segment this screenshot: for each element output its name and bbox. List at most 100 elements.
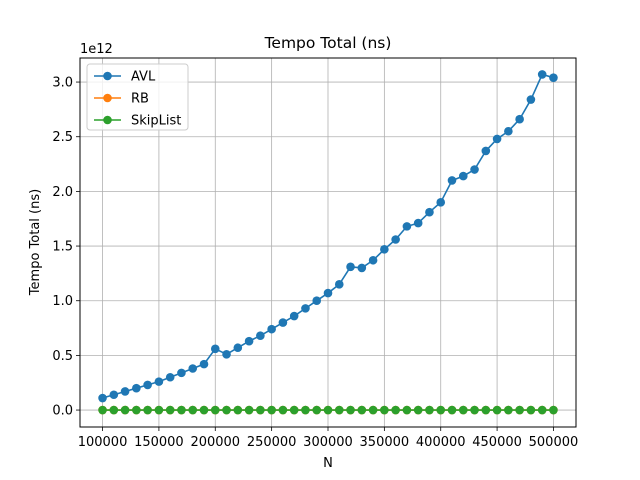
data-point-skiplist [199, 405, 209, 415]
y-axis-offset-label: 1e12 [80, 42, 113, 57]
data-point-skiplist [402, 405, 412, 415]
data-point-avl [120, 387, 130, 396]
series-avl [98, 70, 558, 403]
data-point-skiplist [120, 405, 130, 415]
data-point-avl [549, 73, 558, 82]
data-point-skiplist [98, 405, 107, 415]
data-point-skiplist [515, 405, 524, 415]
data-point-avl [323, 288, 333, 298]
data-point-avl [199, 359, 209, 369]
data-point-avl [368, 255, 378, 265]
data-point-avl [301, 304, 310, 313]
data-point-avl [413, 218, 423, 228]
data-point-skiplist [301, 405, 310, 415]
data-point-skiplist [233, 405, 243, 415]
legend-marker-rb [103, 93, 112, 103]
y-tick-label: 1.5 [52, 240, 73, 255]
data-point-avl [357, 263, 367, 273]
data-point-skiplist [278, 405, 288, 415]
data-point-avl [436, 198, 446, 207]
data-point-avl [132, 383, 141, 393]
data-point-avl [504, 126, 513, 136]
x-tick-label: 450000 [472, 435, 522, 450]
legend: AVL RB SkipList [86, 63, 189, 131]
legend-marker-skiplist [103, 115, 112, 125]
data-point-avl [278, 318, 288, 327]
data-point-skiplist [109, 405, 119, 415]
data-point-avl [526, 95, 536, 104]
data-point-skiplist [504, 405, 513, 415]
data-point-skiplist [165, 405, 175, 415]
data-point-skiplist [210, 405, 220, 415]
data-point-skiplist [154, 405, 164, 415]
y-axis-label: Tempo Total (ns) [28, 189, 43, 296]
legend-marker-avl [103, 71, 112, 81]
data-point-avl [210, 344, 220, 354]
y-tick-label: 2.5 [52, 130, 73, 145]
data-point-skiplist [323, 405, 333, 415]
y-tick-label: 0.5 [52, 349, 73, 364]
series-layer [98, 70, 558, 415]
data-point-skiplist [470, 405, 479, 415]
data-point-avl [188, 364, 198, 373]
y-tick-label: 3.0 [52, 76, 73, 91]
data-point-skiplist [132, 405, 141, 415]
x-tick-label: 250000 [247, 435, 297, 450]
legend-label-rb: RB [131, 92, 149, 107]
data-point-avl [154, 377, 164, 386]
y-tick-label: 0.0 [52, 404, 73, 419]
data-point-avl [447, 176, 457, 185]
x-tick-label: 300000 [303, 435, 353, 450]
data-point-avl [481, 146, 491, 156]
data-point-skiplist [537, 405, 547, 415]
data-point-avl [267, 324, 276, 334]
legend-label-avl: AVL [131, 70, 156, 85]
data-point-skiplist [244, 405, 254, 415]
data-point-skiplist [222, 405, 231, 415]
data-point-skiplist [425, 405, 434, 415]
data-point-avl [143, 380, 152, 390]
data-point-skiplist [256, 405, 265, 415]
data-point-skiplist [312, 405, 322, 415]
data-point-skiplist [458, 405, 468, 415]
data-point-skiplist [380, 405, 389, 415]
data-point-avl [470, 165, 479, 174]
data-point-skiplist [334, 405, 344, 415]
data-point-avl [289, 311, 299, 321]
data-point-avl [244, 336, 254, 346]
data-point-avl [334, 280, 344, 289]
x-tick-label: 200000 [190, 435, 240, 450]
data-point-skiplist [143, 405, 152, 415]
data-point-avl [346, 262, 355, 272]
data-point-skiplist [549, 405, 558, 415]
data-point-skiplist [346, 405, 355, 415]
data-point-skiplist [289, 405, 299, 415]
data-point-avl [222, 349, 231, 359]
data-point-avl [233, 343, 243, 353]
x-tick-label: 150000 [134, 435, 184, 450]
data-point-skiplist [188, 405, 198, 415]
data-point-avl [312, 296, 322, 306]
data-point-avl [177, 368, 186, 378]
legend-box [86, 63, 189, 131]
data-point-skiplist [492, 405, 502, 415]
data-point-skiplist [526, 405, 536, 415]
data-point-skiplist [447, 405, 457, 415]
y-tick-label: 1.0 [52, 294, 73, 309]
data-point-skiplist [413, 405, 423, 415]
x-tick-label: 350000 [360, 435, 410, 450]
legend-label-skiplist: SkipList [131, 114, 181, 129]
data-point-skiplist [481, 405, 491, 415]
data-point-avl [256, 331, 265, 341]
chart-title: Tempo Total (ns) [264, 34, 392, 52]
y-tick-label: 2.0 [52, 185, 73, 200]
data-point-avl [391, 235, 400, 244]
x-tick-label: 400000 [416, 435, 466, 450]
data-point-avl [515, 114, 524, 124]
x-axis-label: N [323, 456, 333, 471]
data-point-skiplist [391, 405, 400, 415]
data-point-avl [537, 70, 547, 79]
data-point-avl [98, 393, 107, 403]
x-tick-label: 500000 [529, 435, 579, 450]
